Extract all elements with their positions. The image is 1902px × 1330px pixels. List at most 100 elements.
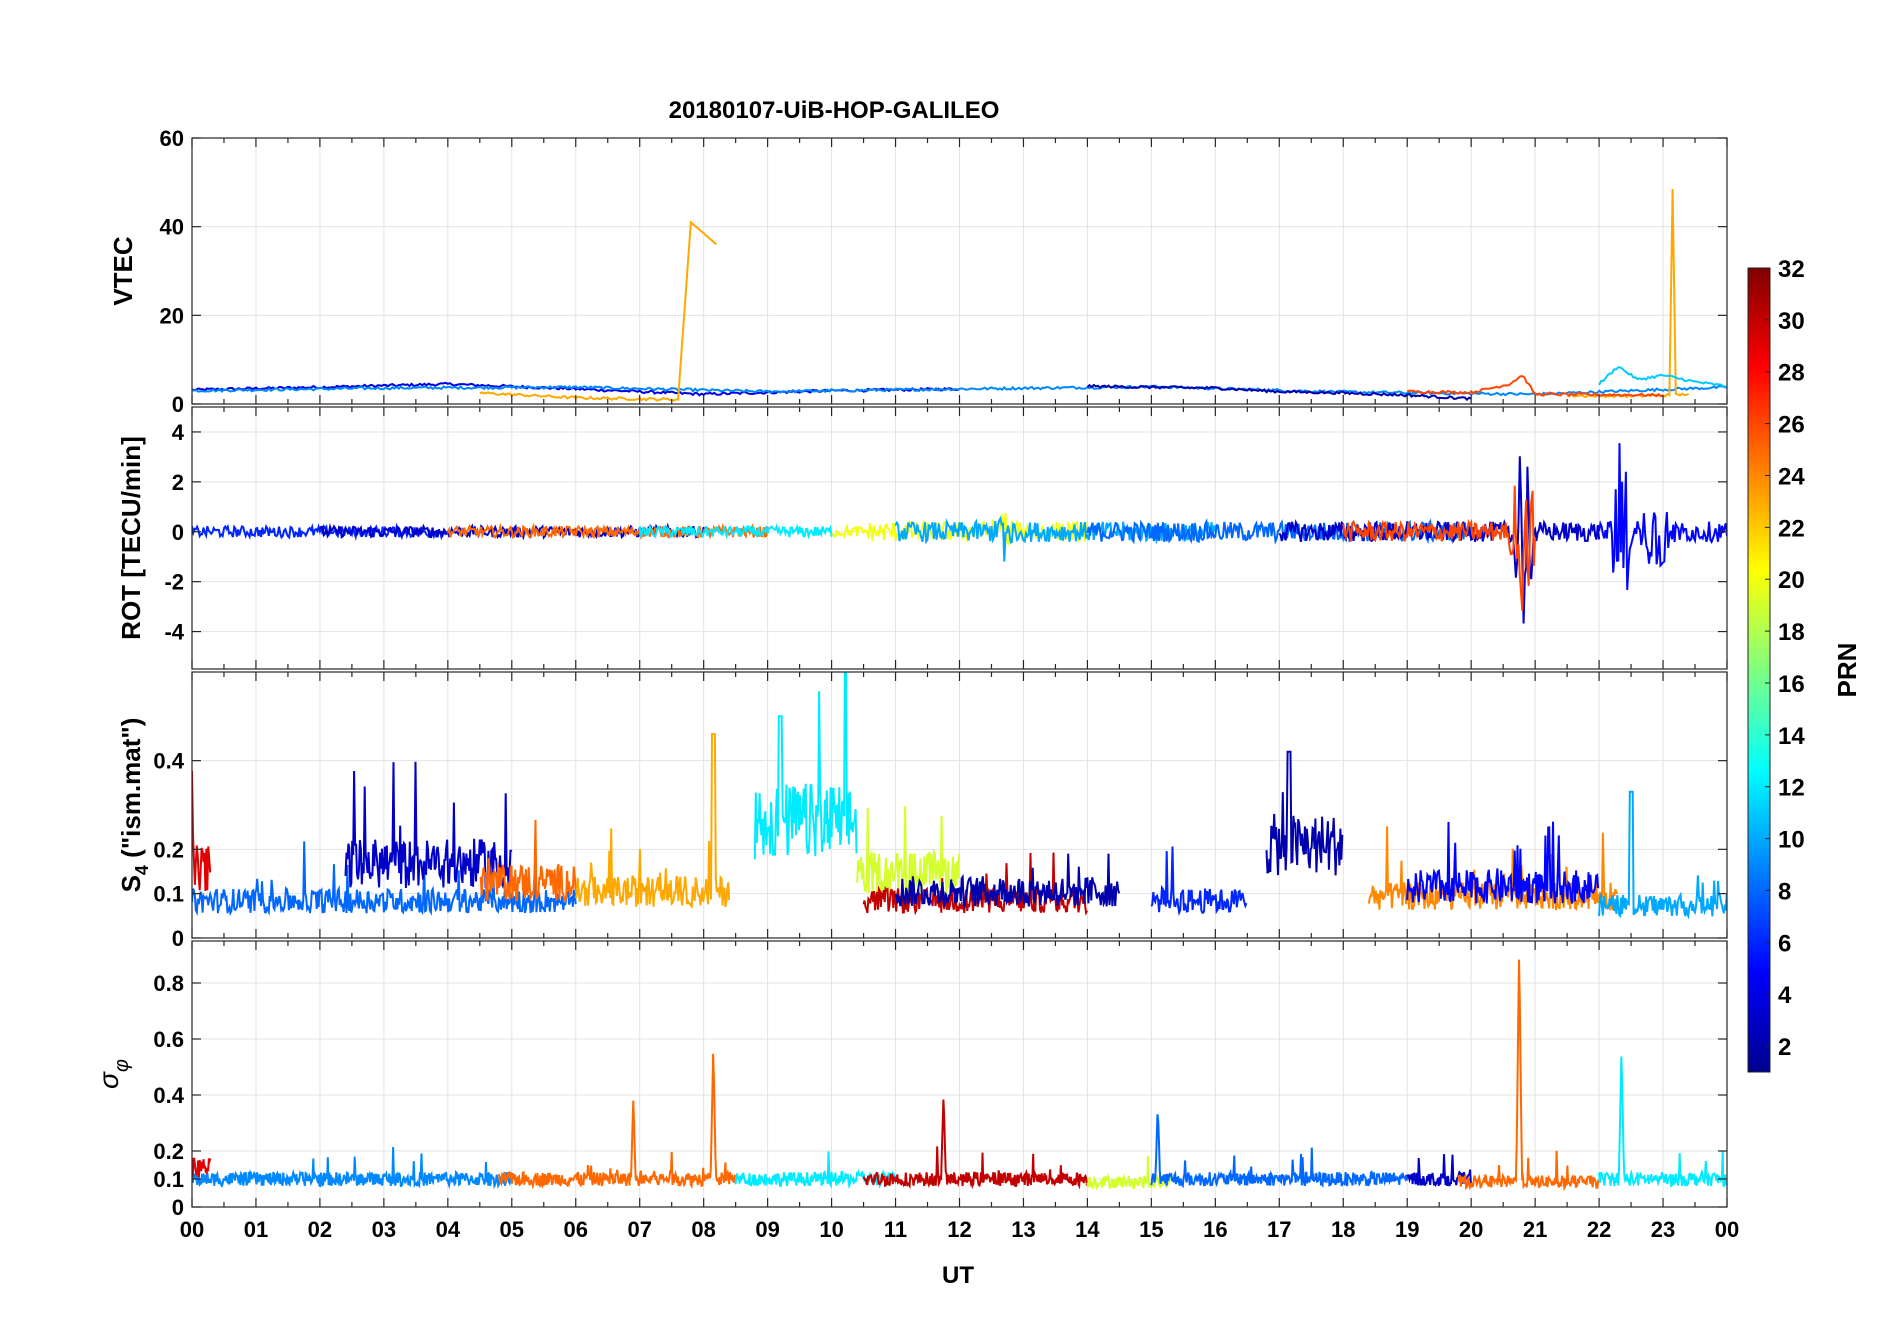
colorbar-tick-label: 26 (1778, 412, 1805, 439)
grid-vtec (191, 137, 1728, 405)
vtec-line-prn-11 (1598, 366, 1727, 388)
rot-line-prn-3 (1278, 456, 1601, 624)
series-sigma_phi (192, 959, 1727, 1192)
rot-line-prn-5 (1598, 443, 1727, 590)
y-tick-label: 20 (160, 303, 184, 328)
grid-sigma_phi (191, 941, 1728, 1208)
s4-line-prn-19 (856, 806, 960, 897)
s4-line-prn-23 (574, 733, 731, 909)
colorbar-tick-label: 32 (1778, 256, 1805, 283)
x-tick-label: 09 (755, 1217, 779, 1242)
colorbar-tick-label: 8 (1778, 878, 1791, 905)
colorbar-tick-label: 12 (1778, 775, 1805, 802)
colorbar-tick-label: 4 (1778, 982, 1792, 1009)
x-tick-label: 15 (1139, 1217, 1163, 1242)
y-tick-label: 0.4 (153, 1083, 184, 1108)
s4-line-prn-2 (894, 853, 1121, 911)
x-ticks-sigma_phi (191, 941, 1728, 1207)
colorbar-tick-label: 24 (1778, 463, 1805, 490)
y-tick-label: 0 (172, 1195, 184, 1220)
colorbar-tick-label: 30 (1778, 308, 1805, 335)
rot-line-prn-12 (638, 522, 833, 540)
s4-line-prn-12 (753, 672, 858, 860)
x-ticks-rot (191, 407, 1728, 669)
vtec-line-prn-2 (1086, 383, 1472, 402)
colorbar-tick-label: 18 (1778, 619, 1805, 646)
x-tick-label: 08 (691, 1217, 715, 1242)
x-tick-label: 13 (1011, 1217, 1035, 1242)
colorbar-tick-label: 6 (1778, 930, 1791, 957)
x-tick-label: 18 (1331, 1217, 1355, 1242)
sigma-line-prn-25 (1457, 959, 1600, 1192)
sigma-line-prn-30 (862, 1099, 1088, 1190)
series-rot (192, 443, 1727, 624)
colorbar-label: PRN (1832, 643, 1862, 698)
x-tick-label: 00 (180, 1217, 204, 1242)
rot-line-prn-10 (894, 515, 1217, 562)
y-tick-label: 4 (172, 420, 185, 445)
x-axis: 00 01 02 03 04 05 06 07 08 09 10 11 12 13 14 15 16 17 18 19… (180, 1217, 1739, 1242)
y-axis-label-rot: ROT [TECU/min] (116, 436, 146, 640)
sigma-line-prn-29 (192, 1157, 212, 1178)
y-tick-label: 0.1 (153, 882, 184, 907)
x-tick-label: 04 (436, 1217, 461, 1242)
colorbar-gradient (1747, 267, 1771, 1073)
x-tick-label: 23 (1651, 1217, 1675, 1242)
x-tick-label: 12 (947, 1217, 971, 1242)
s4-line-prn-3 (344, 761, 513, 890)
y-tick-label: 0.2 (153, 837, 184, 862)
y-tick-label: 0.2 (153, 1139, 184, 1164)
sigma-line-prn-19 (1086, 1155, 1172, 1191)
s4-line-prn-25 (479, 819, 577, 903)
x-axis-label: UT (942, 1262, 974, 1289)
y-tick-label: 40 (160, 215, 184, 240)
x-tick-label: 07 (627, 1217, 651, 1242)
x-tick-label: 05 (500, 1217, 524, 1242)
x-tick-label: 06 (564, 1217, 588, 1242)
colorbar-tick-label: 16 (1778, 671, 1805, 698)
s4-line-prn-10 (1598, 790, 1727, 920)
s4-line-prn-24 (1367, 826, 1619, 912)
y-tick-label: 0 (172, 392, 184, 417)
chart-title: 20180107-UiB-HOP-GALILEO (669, 97, 1000, 124)
vtec-line-prn-23 (1566, 188, 1690, 399)
x-tick-label: 00 (1715, 1217, 1739, 1242)
y-tick-label: 2 (172, 470, 184, 495)
s4-line-prn-5 (1406, 821, 1600, 904)
x-ticks-vtec (191, 138, 1728, 404)
colorbar-tick-label: 10 (1778, 827, 1805, 854)
panel-s4: 0 0.1 0.2 0.4S4 ("ism.mat") (116, 671, 1728, 951)
x-tick-label: 11 (884, 1217, 907, 1242)
panel-rot: -4 -2 0 2 4 ROT [TECU/min] (116, 406, 1728, 670)
colorbar-tick-label: 22 (1778, 515, 1805, 542)
colorbar-tick-label: 14 (1778, 723, 1805, 750)
y-axis-label-s4: S4 ("ism.mat") (116, 718, 152, 893)
y-tick-label: 0.6 (153, 1027, 184, 1052)
s4-line-prn-6 (1150, 846, 1248, 917)
sigma-line-prn-9 (192, 1146, 512, 1190)
x-tick-label: 22 (1587, 1217, 1611, 1242)
y-tick-label: 60 (160, 126, 184, 151)
x-tick-label: 20 (1459, 1217, 1483, 1242)
colorbar-tick-label: 20 (1778, 567, 1805, 594)
s4-line-prn-8 (192, 841, 577, 917)
y-tick-label: -4 (164, 620, 184, 645)
y-tick-label: -2 (164, 570, 184, 595)
x-tick-label: 19 (1395, 1217, 1419, 1242)
y-tick-label: 0.1 (153, 1167, 184, 1192)
vtec-line-prn-26 (1406, 375, 1664, 398)
x-tick-label: 14 (1075, 1217, 1100, 1242)
y-tick-label: 0.8 (153, 971, 184, 996)
y-tick-label: 0 (172, 520, 184, 545)
colorbar-tick-label: 2 (1778, 1034, 1791, 1061)
x-tick-label: 03 (372, 1217, 396, 1242)
y-tick-label: 0 (172, 926, 184, 951)
y-tick-label: 0.4 (153, 749, 184, 774)
s4-line-prn-2 (1265, 750, 1344, 876)
colorbar-tick-label: 28 (1778, 360, 1805, 387)
sigma-line-prn-8 (1150, 1114, 1408, 1189)
